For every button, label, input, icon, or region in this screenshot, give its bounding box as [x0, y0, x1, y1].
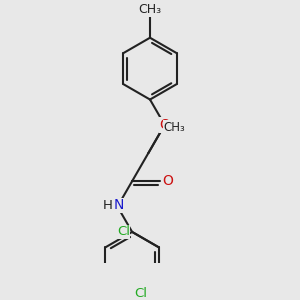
Text: O: O	[162, 174, 173, 188]
Text: Cl: Cl	[134, 287, 147, 300]
Text: CH₃: CH₃	[164, 121, 185, 134]
Text: H: H	[103, 199, 113, 212]
Text: Cl: Cl	[117, 225, 130, 239]
Text: N: N	[113, 198, 124, 212]
Text: CH₃: CH₃	[138, 3, 162, 16]
Text: O: O	[159, 118, 170, 132]
